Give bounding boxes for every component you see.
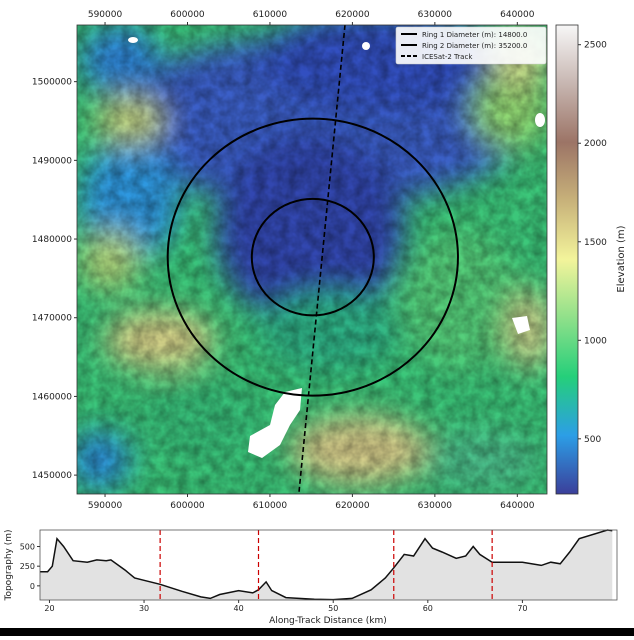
colorbar-tick-label: 2500 xyxy=(584,41,607,51)
icesat-track xyxy=(298,25,346,494)
colorbar-tick-label: 2000 xyxy=(584,139,607,149)
profile-xtick-label: 20 xyxy=(44,604,54,613)
legend-ring2-label: Ring 2 Diameter (m): 35200.0 xyxy=(422,42,527,50)
map-ytick-label: 1480000 xyxy=(32,235,72,245)
profile-chart: 20 30 40 50 60 70 0 250 500 Along-Track Distanc… xyxy=(4,529,618,626)
bottom-border xyxy=(0,628,634,636)
map-frame xyxy=(76,24,548,495)
profile-ytick-label: 0 xyxy=(30,582,35,591)
colorbar-tick-label: 500 xyxy=(584,435,601,445)
profile-ytick-label: 250 xyxy=(20,562,35,571)
map-ytick-label: 1450000 xyxy=(32,471,72,481)
colorbar-tick-label: 1500 xyxy=(584,238,607,248)
profile-frame xyxy=(39,529,618,601)
no-data-patch xyxy=(512,316,530,334)
no-data-patch xyxy=(362,42,370,50)
map-ytick-label: 1500000 xyxy=(32,78,72,88)
map-ytick-label: 1470000 xyxy=(32,314,72,324)
profile-line xyxy=(40,529,613,601)
elevation-map: 590000 590000 600000 600000 610000 610000 6200… xyxy=(32,10,548,511)
ring-2 xyxy=(166,117,459,397)
colorbar-gradient xyxy=(555,24,579,495)
map-xtick-label-bottom: 600000 xyxy=(170,501,205,511)
profile-xlabel: Along-Track Distance (km) xyxy=(269,616,387,626)
map-xtick-label-bottom: 630000 xyxy=(418,501,453,511)
no-data-patch xyxy=(128,37,138,43)
map-legend: Ring 1 Diameter (m): 14800.0 Ring 2 Diam… xyxy=(395,26,547,65)
map-ytick-label: 1460000 xyxy=(32,392,72,402)
profile-area xyxy=(40,530,613,600)
map-xtick-label-bottom: 640000 xyxy=(500,501,535,511)
profile-xtick-label: 70 xyxy=(517,604,527,613)
map-xtick-label-top: 590000 xyxy=(88,10,123,20)
profile-ytick-label: 500 xyxy=(20,543,35,552)
map-xtick-label-top: 630000 xyxy=(418,10,453,20)
map-xtick-label-top: 620000 xyxy=(335,10,370,20)
colorbar-tick-label: 1000 xyxy=(584,336,607,346)
map-xtick-label-top: 600000 xyxy=(170,10,205,20)
no-data-patch xyxy=(248,388,302,458)
profile-xtick-label: 50 xyxy=(328,604,338,613)
map-xtick-label-bottom: 620000 xyxy=(335,501,370,511)
map-xtick-label-top: 610000 xyxy=(253,10,288,20)
colorbar: 500 1000 1500 2000 2500 Elevation (m) xyxy=(555,24,627,495)
ring-1 xyxy=(250,197,375,317)
legend-track-label: ICESat-2 Track xyxy=(422,53,473,61)
no-data-patch xyxy=(535,113,545,127)
legend-ring1-label: Ring 1 Diameter (m): 14800.0 xyxy=(422,31,527,39)
map-xtick-label-bottom: 610000 xyxy=(253,501,288,511)
profile-xtick-label: 30 xyxy=(139,604,149,613)
map-ytick-label: 1490000 xyxy=(32,156,72,166)
profile-xtick-label: 40 xyxy=(234,604,244,613)
profile-xtick-label: 60 xyxy=(423,604,433,613)
colorbar-label: Elevation (m) xyxy=(616,225,627,292)
profile-ylabel: Topography (m) xyxy=(4,529,14,601)
map-xtick-label-top: 640000 xyxy=(500,10,535,20)
map-xtick-label-bottom: 590000 xyxy=(88,501,123,511)
